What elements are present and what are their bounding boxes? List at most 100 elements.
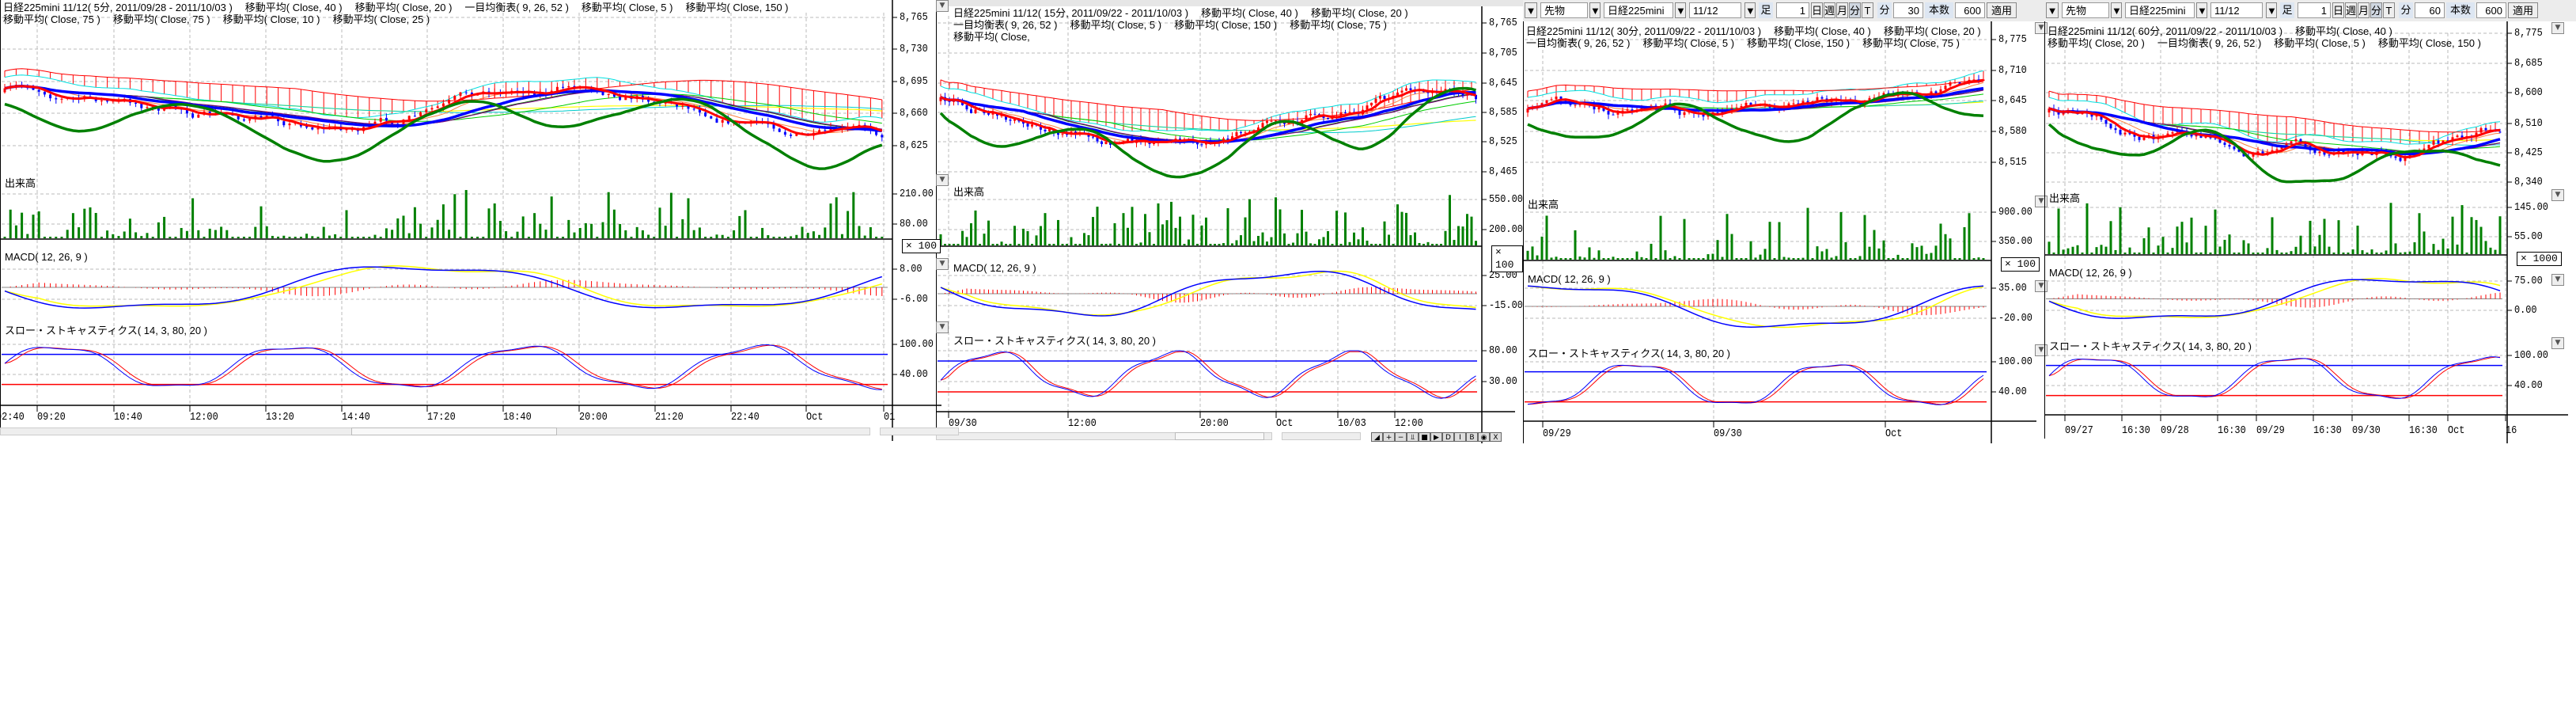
- time-label: 16:30: [2218, 424, 2246, 437]
- pane-menu-triangle-down-icon[interactable]: ▼: [2551, 274, 2564, 286]
- zoom-slider[interactable]: [1282, 432, 1361, 440]
- volume-bar: [681, 218, 684, 238]
- volume-bar: [1035, 235, 1038, 245]
- vol-axis-label: 550.00: [1489, 193, 1523, 206]
- candle-body: [1944, 86, 1947, 89]
- chart-nav-button[interactable]: ◢: [1371, 432, 1383, 442]
- period-button-1[interactable]: 週: [2345, 2, 2357, 18]
- candle-body: [208, 111, 211, 115]
- pane-menu-triangle-down-icon[interactable]: ▼: [2551, 22, 2564, 34]
- header-indicator: 日経225mini 11/12( 30分, 2011/09/22 - 2011/…: [1526, 25, 1762, 37]
- volume-bar: [112, 234, 115, 238]
- macd-signal-line: [2048, 278, 2501, 318]
- chart-nav-button[interactable]: B: [1466, 432, 1478, 442]
- volume-bar: [430, 227, 434, 238]
- volume-bar: [2304, 253, 2307, 254]
- window-menu-button[interactable]: ▼: [2046, 2, 2059, 18]
- pane-menu-triangle-down-icon[interactable]: ▼: [936, 0, 949, 12]
- candle-body: [1153, 142, 1155, 144]
- volume-bar: [1545, 215, 1548, 260]
- volume-bar: [1616, 258, 1619, 260]
- contract-dropdown-chevron-down-icon[interactable]: ▼: [2266, 2, 2277, 18]
- chart-nav-button[interactable]: ⫫: [1407, 432, 1419, 442]
- contract-select[interactable]: 11/12: [1689, 2, 1741, 18]
- chart-nav-button[interactable]: ▶: [1430, 432, 1442, 442]
- bar-count-spinner[interactable]: 1: [2298, 2, 2331, 18]
- market-select[interactable]: 先物: [1540, 2, 1588, 18]
- volume-bar: [2256, 253, 2260, 254]
- volume-bar: [1170, 201, 1172, 245]
- contract-select[interactable]: 11/12: [2210, 2, 2263, 18]
- chart-nav-button[interactable]: −: [1395, 432, 1407, 442]
- volume-bar: [2285, 253, 2288, 254]
- scrollbar-thumb[interactable]: [1175, 432, 1264, 440]
- volume-bar: [2242, 240, 2245, 254]
- pane-menu-triangle-down-icon[interactable]: ▼: [2551, 189, 2564, 201]
- period-button-3[interactable]: 分: [2370, 2, 2382, 18]
- market-select[interactable]: 先物: [2062, 2, 2109, 18]
- bars-spinner[interactable]: 600: [2476, 2, 2506, 18]
- pane-menu-triangle-down-icon[interactable]: ▼: [936, 258, 949, 270]
- symbol-dropdown-chevron-down-icon[interactable]: ▼: [2196, 2, 2207, 18]
- chart-nav-button[interactable]: ■: [1419, 432, 1430, 442]
- market-dropdown-chevron-down-icon[interactable]: ▼: [2111, 2, 2122, 18]
- chart-canvas[interactable]: [936, 0, 1523, 443]
- chart-canvas[interactable]: [1523, 0, 2044, 443]
- chart-nav-button[interactable]: I: [1454, 432, 1466, 442]
- period-button-0[interactable]: 日: [2332, 2, 2344, 18]
- pane-menu-triangle-down-icon[interactable]: ▼: [936, 321, 949, 333]
- symbol-dropdown-chevron-down-icon[interactable]: ▼: [1675, 2, 1686, 18]
- volume-bar: [635, 226, 638, 238]
- volume-bar: [498, 220, 502, 238]
- chart-nav-button[interactable]: X: [1490, 432, 1502, 442]
- symbol-select[interactable]: 日経225mini: [1604, 2, 1673, 18]
- volume-bar: [419, 223, 422, 238]
- apply-button[interactable]: 適用: [1987, 2, 2017, 18]
- apply-button[interactable]: 適用: [2508, 2, 2538, 18]
- candle-body: [1977, 79, 1980, 82]
- contract-dropdown-chevron-down-icon[interactable]: ▼: [1744, 2, 1756, 18]
- chart-window-2: 09/30 12:00 20:00 Oct 10/03 12:00 8,765 8,705 8,…: [936, 0, 1523, 443]
- volume-bar: [1475, 241, 1477, 245]
- window-menu-button[interactable]: ▼: [1525, 2, 1537, 18]
- volume-bar: [1645, 258, 1648, 260]
- volume-bar: [339, 237, 343, 238]
- volume-bar: [1740, 258, 1743, 260]
- volume-bar: [979, 244, 981, 245]
- period-button-2[interactable]: 月: [2358, 2, 2370, 18]
- chart-canvas[interactable]: [2044, 0, 2576, 443]
- pane-menu-triangle-down-icon[interactable]: ▼: [936, 174, 949, 186]
- volume-bar: [43, 237, 46, 238]
- candle-body: [1939, 89, 1942, 94]
- horizontal-scrollbar[interactable]: [936, 432, 1272, 440]
- minutes-spinner[interactable]: 60: [2415, 2, 2445, 18]
- bar-count-spinner[interactable]: 1: [1776, 2, 1809, 18]
- period-button-4[interactable]: T: [2383, 2, 2395, 18]
- symbol-select[interactable]: 日経225mini: [2125, 2, 2195, 18]
- volume-bar: [2484, 241, 2487, 254]
- candle-body: [1972, 79, 1976, 81]
- period-button-4[interactable]: T: [1862, 2, 1873, 18]
- period-button-0[interactable]: 日: [1811, 2, 1823, 18]
- pane-menu-triangle-down-icon[interactable]: ▼: [2551, 337, 2564, 349]
- scrollbar-thumb[interactable]: [351, 428, 557, 435]
- market-dropdown-chevron-down-icon[interactable]: ▼: [1589, 2, 1601, 18]
- chart-nav-button[interactable]: D: [1442, 432, 1454, 442]
- candle-body: [2119, 130, 2122, 135]
- period-button-2[interactable]: 月: [1836, 2, 1848, 18]
- time-label: 01: [884, 411, 896, 424]
- chart-canvas[interactable]: [0, 0, 949, 443]
- candle-body: [2290, 141, 2293, 144]
- zoom-slider[interactable]: [880, 428, 959, 435]
- volume-bar: [578, 227, 581, 238]
- minutes-spinner[interactable]: 30: [1893, 2, 1923, 18]
- bars-spinner[interactable]: 600: [1955, 2, 1985, 18]
- period-button-1[interactable]: 週: [1824, 2, 1835, 18]
- volume-bar: [1707, 254, 1710, 260]
- volume-bar: [180, 227, 183, 238]
- vol-axis-label: 145.00: [2514, 201, 2548, 214]
- chart-nav-button[interactable]: +: [1383, 432, 1395, 442]
- candle-body: [1257, 127, 1260, 131]
- chart-nav-button[interactable]: ◉: [1478, 432, 1490, 442]
- period-button-3[interactable]: 分: [1849, 2, 1861, 18]
